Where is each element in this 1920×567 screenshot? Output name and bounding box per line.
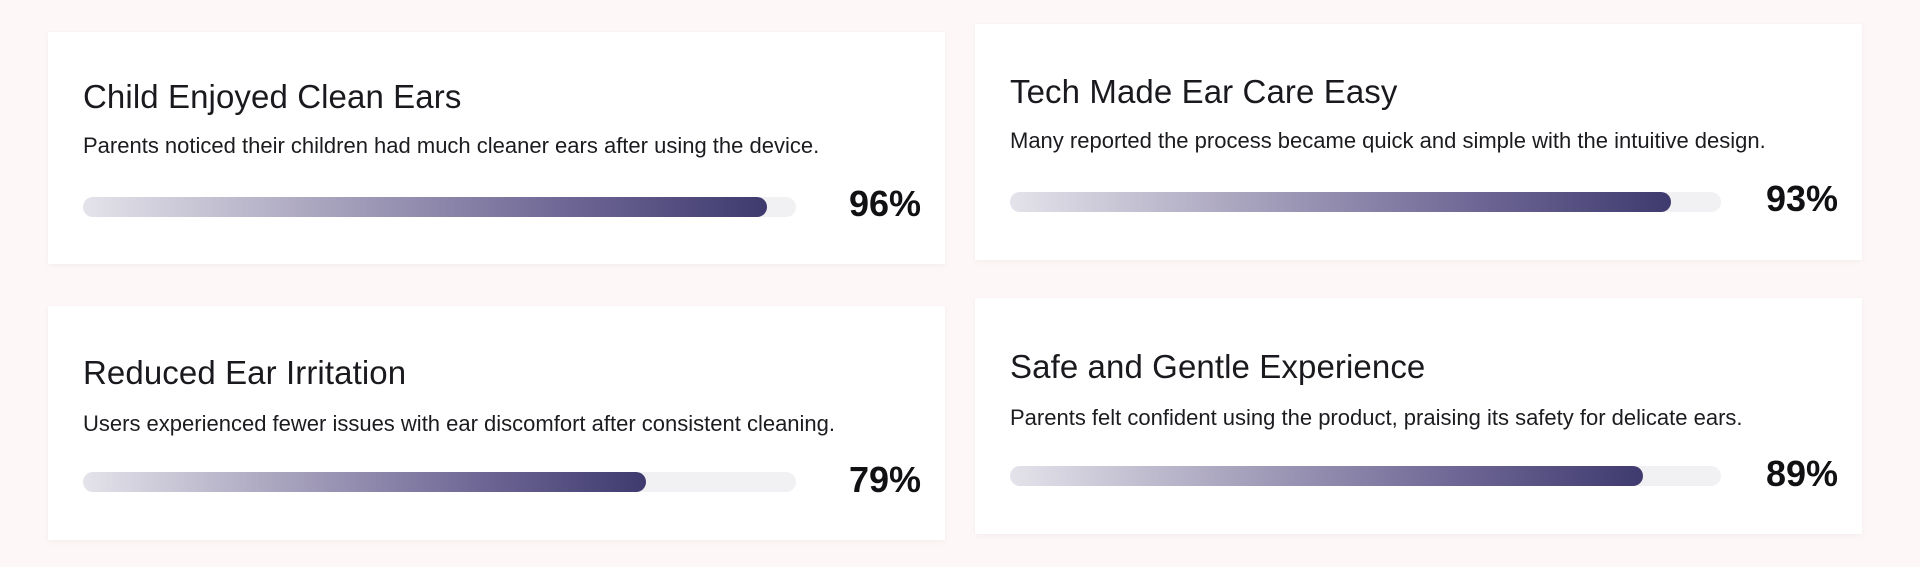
stat-description: Parents noticed their children had much … xyxy=(83,133,820,158)
progress-track xyxy=(83,197,796,217)
progress-fill xyxy=(83,472,647,492)
stat-card-clean-ears: Child Enjoyed Clean Ears Parents noticed… xyxy=(48,32,945,264)
progress-track xyxy=(83,472,796,492)
percent-value: 96% xyxy=(848,183,921,224)
progress-fill xyxy=(1010,466,1643,486)
stat-card-reduced-irritation: Reduced Ear Irritation Users experienced… xyxy=(48,306,945,540)
stat-description: Users experienced fewer issues with ear … xyxy=(83,411,836,436)
stat-title: Child Enjoyed Clean Ears xyxy=(83,78,462,115)
progress-fill xyxy=(1010,192,1672,212)
progress-track xyxy=(1010,466,1721,486)
percent-value: 79% xyxy=(848,459,921,500)
stat-title: Reduced Ear Irritation xyxy=(83,354,407,391)
stat-title: Tech Made Ear Care Easy xyxy=(1010,73,1398,110)
progress-track xyxy=(1010,192,1721,212)
percent-value: 93% xyxy=(1765,178,1838,219)
stat-card-safe-gentle: Safe and Gentle Experience Parents felt … xyxy=(975,298,1862,534)
stat-description: Parents felt confident using the product… xyxy=(1010,405,1743,430)
stat-card-ear-care-easy: Tech Made Ear Care Easy Many reported th… xyxy=(975,24,1862,260)
progress-fill xyxy=(83,197,768,217)
stat-description: Many reported the process became quick a… xyxy=(1010,128,1766,153)
percent-value: 89% xyxy=(1765,453,1838,494)
stat-title: Safe and Gentle Experience xyxy=(1010,348,1426,385)
